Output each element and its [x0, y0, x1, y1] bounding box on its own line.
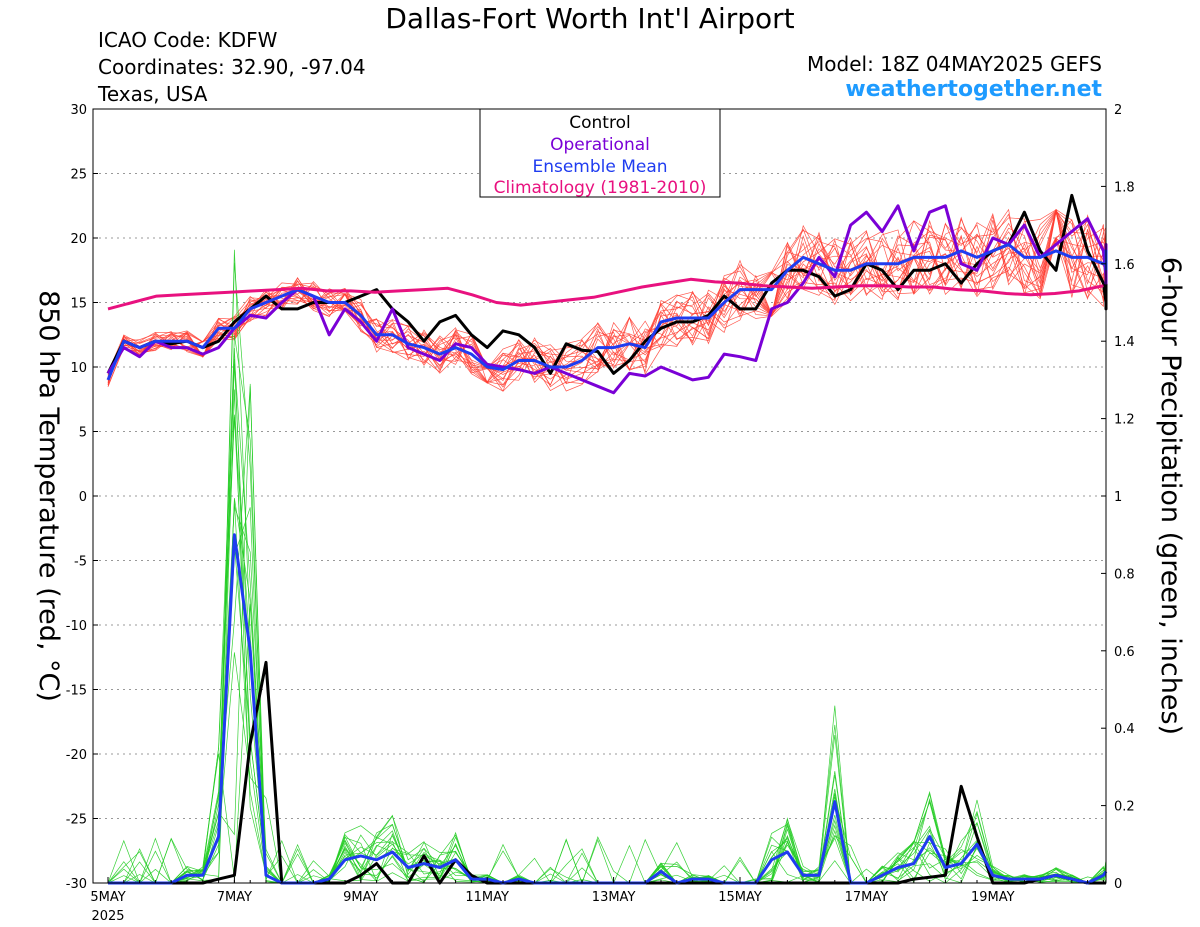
legend-box: [479, 108, 721, 198]
temperature-member-line: [107, 208, 1107, 388]
temperature-member-line: [107, 211, 1107, 384]
x-tick-year-label: 2025: [91, 909, 124, 924]
legend-climatology: Climatology (1981-2010): [494, 178, 707, 198]
y-right-tick-label: 0.6: [1114, 645, 1135, 660]
y-left-tick-label: 0: [79, 490, 87, 505]
y-right-tick-label: 1: [1114, 490, 1122, 505]
y-left-tick-label: -10: [66, 619, 87, 634]
coordinates: Coordinates: 32.90, -97.04: [98, 55, 366, 79]
x-tick-label: 19MAY: [971, 890, 1015, 905]
axes: -30-25-20-15-10-505101520253000.20.40.60…: [66, 103, 1135, 924]
temperature-member-line: [107, 209, 1107, 383]
temp-line-ensemble-mean: [106, 243, 1108, 381]
legend-operational: Operational: [550, 135, 650, 155]
y-right-tick-label: 0: [1114, 877, 1122, 892]
y-right-tick-label: 2: [1114, 103, 1122, 118]
region: Texas, USA: [98, 82, 208, 106]
temperature-member-line: [107, 210, 1107, 392]
y-left-tick-label: -15: [66, 684, 87, 699]
temperature-member-line: [107, 209, 1107, 391]
temp-line-control: [106, 193, 1108, 375]
temperature-member-line: [107, 208, 1107, 388]
y-left-tick-label: 30: [70, 103, 87, 118]
y-left-tick-label: 5: [79, 426, 87, 441]
ensemble-member-lines: [107, 207, 1107, 885]
x-tick-label: 13MAY: [592, 890, 636, 905]
temp-line-climatology: [107, 277, 1104, 311]
y-axis-label-right: 6-hour Precipitation (green, inches): [1155, 257, 1186, 735]
legend-ensemble-mean: Ensemble Mean: [532, 157, 667, 177]
y-right-tick-label: 1.4: [1114, 335, 1135, 350]
precipitation-member-line: [108, 506, 1107, 884]
icao-code: ICAO Code: KDFW: [98, 28, 278, 52]
y-left-tick-label: 10: [70, 361, 87, 376]
y-right-tick-label: 0.8: [1114, 567, 1135, 582]
y-right-tick-label: 1.6: [1114, 258, 1135, 273]
temperature-member-line: [107, 214, 1107, 392]
y-left-tick-label: -25: [66, 813, 87, 828]
y-right-tick-label: 0.4: [1114, 722, 1135, 737]
y-right-tick-label: 1.8: [1114, 180, 1135, 195]
temperature-member-line: [107, 211, 1107, 385]
y-axis-label-left: 850 hPa Temperature (red, °C): [33, 290, 64, 702]
x-tick-label: 7MAY: [217, 890, 252, 905]
y-right-tick-label: 1.2: [1114, 413, 1135, 428]
page-title: Dallas-Fort Worth Int'l Airport: [385, 2, 795, 35]
temperature-member-line: [107, 219, 1107, 384]
temp-line-operational: [106, 204, 1108, 395]
temperature-member-line: [107, 208, 1107, 383]
x-tick-label: 5MAY: [90, 890, 125, 905]
precipitation-member-line: [108, 262, 1107, 884]
y-right-tick-label: 0.2: [1114, 800, 1135, 815]
y-left-tick-label: -30: [66, 877, 87, 892]
y-left-tick-label: 20: [70, 232, 87, 247]
temperature-member-line: [107, 226, 1107, 386]
brand-link[interactable]: weathertogether.net: [845, 77, 1102, 102]
legend-control: Control: [569, 113, 630, 133]
model-run: Model: 18Z 04MAY2025 GEFS: [807, 52, 1102, 76]
y-left-tick-label: -20: [66, 748, 87, 763]
x-tick-label: 15MAY: [718, 890, 762, 905]
y-left-tick-label: 25: [70, 168, 87, 183]
x-tick-label: 9MAY: [343, 890, 378, 905]
y-left-tick-label: -5: [74, 555, 87, 570]
x-tick-label: 11MAY: [465, 890, 509, 905]
x-tick-label: 17MAY: [845, 890, 889, 905]
y-left-tick-label: 15: [70, 297, 87, 312]
legend: Control Operational Ensemble Mean Climat…: [479, 108, 721, 198]
